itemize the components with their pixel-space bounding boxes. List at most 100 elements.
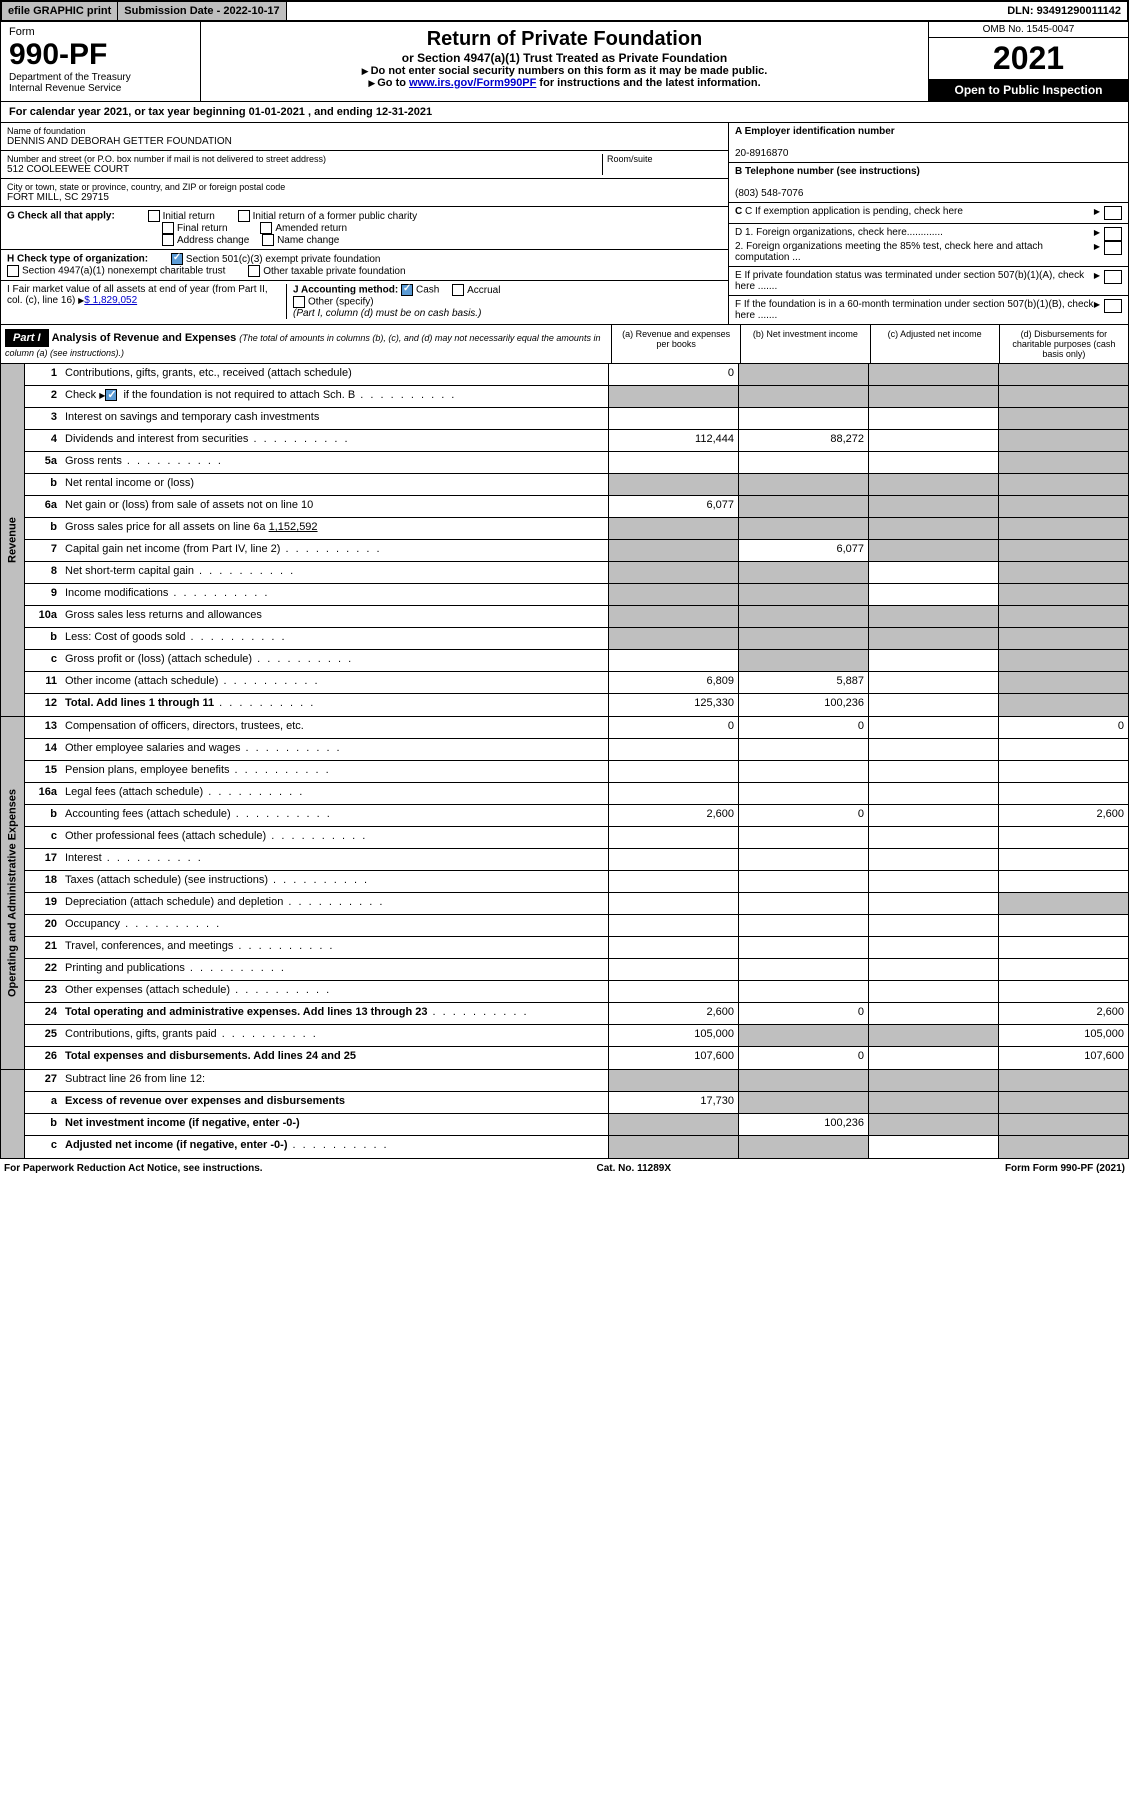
- cell-c: [868, 540, 998, 561]
- j-note: (Part I, column (d) must be on cash basi…: [293, 308, 481, 319]
- cell-d: [998, 1136, 1128, 1158]
- part-label: Part I: [5, 329, 49, 347]
- row-num: 8: [25, 562, 61, 583]
- row-num: 7: [25, 540, 61, 561]
- table-row: bAccounting fees (attach schedule)2,6000…: [25, 805, 1128, 827]
- inst2-post: for instructions and the latest informat…: [536, 77, 760, 89]
- e-checkbox[interactable]: [1104, 270, 1122, 284]
- row-num: 22: [25, 959, 61, 980]
- cell-a: [608, 981, 738, 1002]
- d2-label: 2. Foreign organizations meeting the 85%…: [735, 241, 1094, 263]
- cell-b: [738, 364, 868, 385]
- footer-left: For Paperwork Reduction Act Notice, see …: [4, 1163, 263, 1174]
- dln: DLN: 93491290011142: [1001, 2, 1127, 20]
- cell-d: [998, 628, 1128, 649]
- table-row: 14Other employee salaries and wages: [25, 739, 1128, 761]
- table-row: 11Other income (attach schedule)6,8095,8…: [25, 672, 1128, 694]
- final-return-checkbox[interactable]: [162, 222, 174, 234]
- row-desc: Total expenses and disbursements. Add li…: [61, 1047, 608, 1069]
- table-row: 16aLegal fees (attach schedule): [25, 783, 1128, 805]
- dept-treasury: Department of the Treasury: [9, 72, 192, 83]
- table-row: cGross profit or (loss) (attach schedule…: [25, 650, 1128, 672]
- subdate-label: Submission Date -: [124, 5, 223, 17]
- cell-c: [868, 672, 998, 693]
- cell-d: [998, 1114, 1128, 1135]
- col-d-head: (d) Disbursements for charitable purpose…: [999, 325, 1128, 363]
- row-num: 2: [25, 386, 61, 407]
- cell-a: [608, 915, 738, 936]
- cell-b: [738, 739, 868, 760]
- cell-a: [608, 1114, 738, 1135]
- cell-b: 0: [738, 805, 868, 826]
- cell-b: [738, 518, 868, 539]
- f-checkbox[interactable]: [1104, 299, 1122, 313]
- d2-checkbox[interactable]: [1104, 241, 1122, 255]
- arrow-icon: [1094, 299, 1100, 321]
- c-checkbox[interactable]: [1104, 206, 1122, 220]
- h-opt-2: Section 4947(a)(1) nonexempt charitable …: [22, 266, 225, 277]
- row-desc: Compensation of officers, directors, tru…: [61, 717, 608, 738]
- sch-b-checkbox[interactable]: [105, 389, 117, 401]
- page-footer: For Paperwork Reduction Act Notice, see …: [0, 1159, 1129, 1178]
- initial-former-checkbox[interactable]: [238, 210, 250, 222]
- cell-a: [608, 562, 738, 583]
- 501c3-checkbox[interactable]: [171, 253, 183, 265]
- fmv-link[interactable]: $ 1,829,052: [84, 295, 137, 306]
- form-header: Form 990-PF Department of the Treasury I…: [0, 22, 1129, 102]
- cell-a: 125,330: [608, 694, 738, 716]
- cell-a: [608, 518, 738, 539]
- cell-c: [868, 1136, 998, 1158]
- cell-b: [738, 408, 868, 429]
- table-row: 17Interest: [25, 849, 1128, 871]
- cell-d: [998, 650, 1128, 671]
- cell-a: [608, 628, 738, 649]
- address-change-checkbox[interactable]: [162, 234, 174, 246]
- instruction-2: Go to www.irs.gov/Form990PF for instruct…: [207, 77, 922, 89]
- table-row: 1Contributions, gifts, grants, etc., rec…: [25, 364, 1128, 386]
- section-ij: I Fair market value of all assets at end…: [1, 281, 728, 322]
- cell-c: [868, 871, 998, 892]
- calyear-pre: For calendar year 2021, or tax year begi…: [9, 106, 249, 118]
- row-num: a: [25, 1092, 61, 1113]
- other-taxable-checkbox[interactable]: [248, 265, 260, 277]
- row-num: b: [25, 474, 61, 495]
- table-row: bGross sales price for all assets on lin…: [25, 518, 1128, 540]
- r24-desc: Total operating and administrative expen…: [65, 1006, 427, 1018]
- accrual-checkbox[interactable]: [452, 284, 464, 296]
- cell-a: [608, 606, 738, 627]
- cell-c: [868, 959, 998, 980]
- calyear-begin: 01-01-2021: [249, 106, 305, 118]
- table-row: 7Capital gain net income (from Part IV, …: [25, 540, 1128, 562]
- row-num: 21: [25, 937, 61, 958]
- d1-checkbox[interactable]: [1104, 227, 1122, 241]
- name-change-checkbox[interactable]: [262, 234, 274, 246]
- cell-b: 0: [738, 717, 868, 738]
- cell-c: [868, 783, 998, 804]
- amended-return-checkbox[interactable]: [260, 222, 272, 234]
- city-state-zip: FORT MILL, SC 29715: [7, 192, 722, 203]
- g-opt-4: Address change: [177, 235, 249, 246]
- cell-d: [998, 959, 1128, 980]
- table-row: 8Net short-term capital gain: [25, 562, 1128, 584]
- table-row: 22Printing and publications: [25, 959, 1128, 981]
- col-c-head: (c) Adjusted net income: [870, 325, 999, 363]
- cell-c: [868, 761, 998, 782]
- cell-b: 100,236: [738, 694, 868, 716]
- row-num: 11: [25, 672, 61, 693]
- other-method-checkbox[interactable]: [293, 296, 305, 308]
- cell-a: [608, 584, 738, 605]
- form990pf-link[interactable]: www.irs.gov/Form990PF: [409, 77, 536, 89]
- table-row: 9Income modifications: [25, 584, 1128, 606]
- row-desc: Less: Cost of goods sold: [61, 628, 608, 649]
- cell-a: [608, 474, 738, 495]
- cash-checkbox[interactable]: [401, 284, 413, 296]
- cell-a: [608, 871, 738, 892]
- table-row: 18Taxes (attach schedule) (see instructi…: [25, 871, 1128, 893]
- table-row: 4Dividends and interest from securities1…: [25, 430, 1128, 452]
- cell-b: 6,077: [738, 540, 868, 561]
- 4947a1-checkbox[interactable]: [7, 265, 19, 277]
- g-opt-1: Initial return of a former public charit…: [253, 211, 418, 222]
- initial-return-checkbox[interactable]: [148, 210, 160, 222]
- cell-c: [868, 849, 998, 870]
- subdate-value: 2022-10-17: [223, 5, 279, 17]
